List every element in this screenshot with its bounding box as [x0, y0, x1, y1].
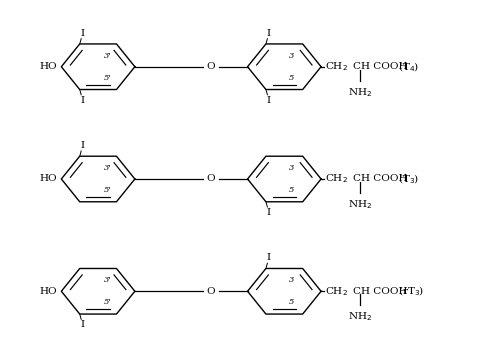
Text: 5': 5' — [104, 186, 111, 194]
Text: CH COOH: CH COOH — [354, 62, 408, 71]
Text: 3': 3' — [104, 52, 111, 60]
Text: I: I — [266, 253, 270, 262]
Text: 3: 3 — [288, 52, 294, 60]
Text: I: I — [266, 208, 270, 217]
Text: I: I — [80, 29, 84, 38]
Text: I: I — [80, 320, 84, 329]
Text: I: I — [80, 96, 84, 105]
Text: 5: 5 — [288, 74, 294, 82]
Text: (rT$_3$): (rT$_3$) — [398, 285, 425, 298]
Text: (T$_4$): (T$_4$) — [398, 60, 420, 73]
Text: 3: 3 — [288, 276, 294, 284]
Text: 3: 3 — [288, 164, 294, 172]
Text: 3': 3' — [104, 276, 111, 284]
Text: I: I — [266, 29, 270, 38]
Text: CH$_2$: CH$_2$ — [325, 61, 348, 73]
Text: CH COOH: CH COOH — [354, 174, 408, 184]
Text: NH$_2$: NH$_2$ — [348, 86, 372, 99]
Text: 5: 5 — [288, 186, 294, 194]
Text: (T$_3$): (T$_3$) — [398, 172, 420, 186]
Text: O: O — [206, 287, 215, 296]
Text: I: I — [266, 96, 270, 105]
Text: CH$_2$: CH$_2$ — [325, 285, 348, 297]
Text: I: I — [80, 141, 84, 150]
Text: 5: 5 — [288, 298, 294, 306]
Text: HO: HO — [40, 287, 58, 296]
Text: 5': 5' — [104, 74, 111, 82]
Text: 3': 3' — [104, 164, 111, 172]
Text: CH COOH: CH COOH — [354, 287, 408, 296]
Text: NH$_2$: NH$_2$ — [348, 310, 372, 323]
Text: O: O — [206, 174, 215, 184]
Text: O: O — [206, 62, 215, 71]
Text: CH$_2$: CH$_2$ — [325, 173, 348, 185]
Text: HO: HO — [40, 62, 58, 71]
Text: HO: HO — [40, 174, 58, 184]
Text: 5': 5' — [104, 298, 111, 306]
Text: NH$_2$: NH$_2$ — [348, 198, 372, 211]
